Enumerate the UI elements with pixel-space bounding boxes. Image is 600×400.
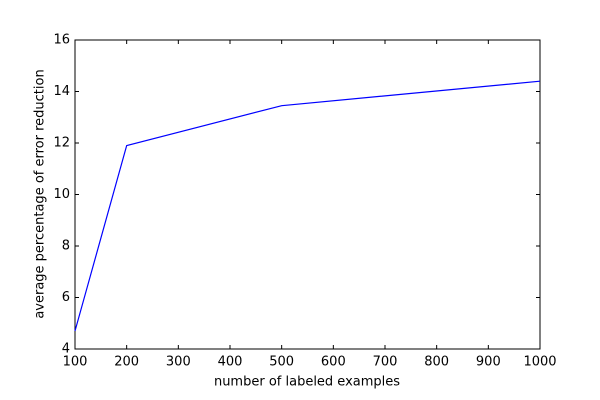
x-axis-label: number of labeled examples: [214, 375, 400, 390]
y-tick-label: 12: [53, 136, 70, 151]
x-tick-label: 700: [373, 355, 398, 370]
x-tick-label: 800: [424, 355, 449, 370]
line-series: [74, 80, 541, 332]
y-tick-label: 8: [62, 239, 70, 254]
x-tick-label: 400: [218, 355, 243, 370]
y-tick-label: 16: [53, 33, 70, 48]
y-tick-label: 10: [53, 187, 70, 202]
x-tick-label: 500: [269, 355, 294, 370]
x-tick-label: 1000: [523, 355, 556, 370]
plot-frame: [74, 39, 541, 350]
x-tick-label: 900: [476, 355, 501, 370]
x-tick-label: 600: [321, 355, 346, 370]
x-tick-label: 100: [63, 355, 88, 370]
y-tick-label: 14: [53, 84, 70, 99]
y-tick-label: 6: [62, 290, 70, 305]
x-tick-label: 200: [114, 355, 139, 370]
x-tick-label: 300: [166, 355, 191, 370]
y-axis-label: average percentage of error reduction: [33, 69, 48, 318]
y-tick-label: 4: [62, 342, 70, 357]
